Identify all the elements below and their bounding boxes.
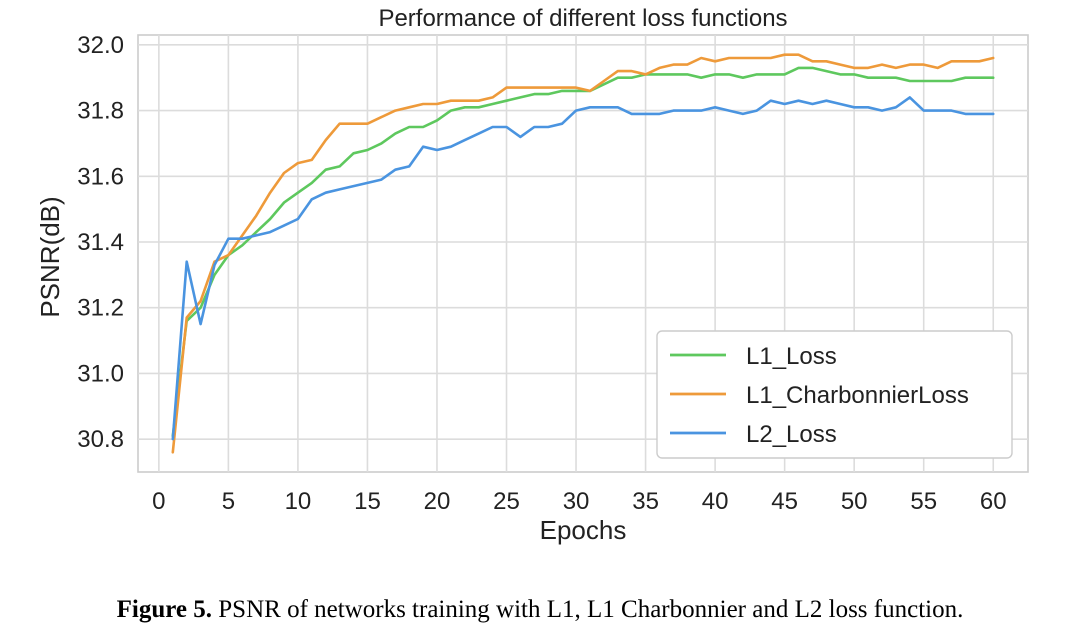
y-tick-label: 31.0	[77, 360, 124, 387]
x-tick-label: 25	[493, 488, 520, 515]
x-tick-label: 45	[771, 488, 798, 515]
series-line-l2-loss	[171, 96, 995, 441]
x-tick-label: 10	[285, 488, 312, 515]
x-tick-label: 30	[563, 488, 590, 515]
y-tick-label: 31.8	[77, 98, 124, 125]
caption-label: Figure 5.	[116, 596, 213, 623]
chart-title: Performance of different loss functions	[378, 5, 787, 32]
y-tick-label: 31.4	[77, 229, 124, 256]
caption-text: PSNR of networks training with L1, L1 Ch…	[212, 596, 964, 623]
line-chart: 0 5 10 15 20 25 30 35 40 45 50 55 60 30.8 31.0 31.2 31.…	[35, 5, 1029, 545]
legend-label: L1_Loss	[746, 343, 837, 370]
x-tick-label: 15	[354, 488, 381, 515]
legend-label: L1_CharbonnierLoss	[746, 382, 969, 409]
legend-label: L2_Loss	[746, 421, 837, 448]
series-group	[171, 53, 995, 454]
y-tick-labels: 30.8 31.0 31.2 31.4 31.6 31.8 32.0	[77, 32, 124, 453]
x-tick-label: 40	[702, 488, 729, 515]
x-tick-label: 55	[910, 488, 937, 515]
figure-caption: Figure 5. PSNR of networks training with…	[0, 596, 1080, 624]
x-tick-label: 0	[152, 488, 165, 515]
y-axis-label: PSNR(dB)	[35, 196, 65, 317]
y-tick-label: 32.0	[77, 32, 124, 59]
x-tick-label: 35	[632, 488, 659, 515]
x-tick-label: 50	[841, 488, 868, 515]
x-tick-label: 60	[980, 488, 1007, 515]
x-axis-label: Epochs	[540, 515, 627, 545]
series-line-l1-charbonnierloss	[171, 53, 995, 454]
y-tick-label: 31.6	[77, 163, 124, 190]
x-tick-label: 5	[222, 488, 235, 515]
x-tick-label: 20	[424, 488, 451, 515]
legend-box	[656, 330, 1013, 459]
legend: L1_Loss L1_CharbonnierLoss L2_Loss	[656, 330, 1013, 459]
y-tick-label: 31.2	[77, 295, 124, 322]
series-line-l1-loss	[171, 66, 995, 438]
x-tick-labels: 0 5 10 15 20 25 30 35 40 45 50 55 60	[152, 488, 1006, 515]
y-tick-label: 30.8	[77, 426, 124, 453]
